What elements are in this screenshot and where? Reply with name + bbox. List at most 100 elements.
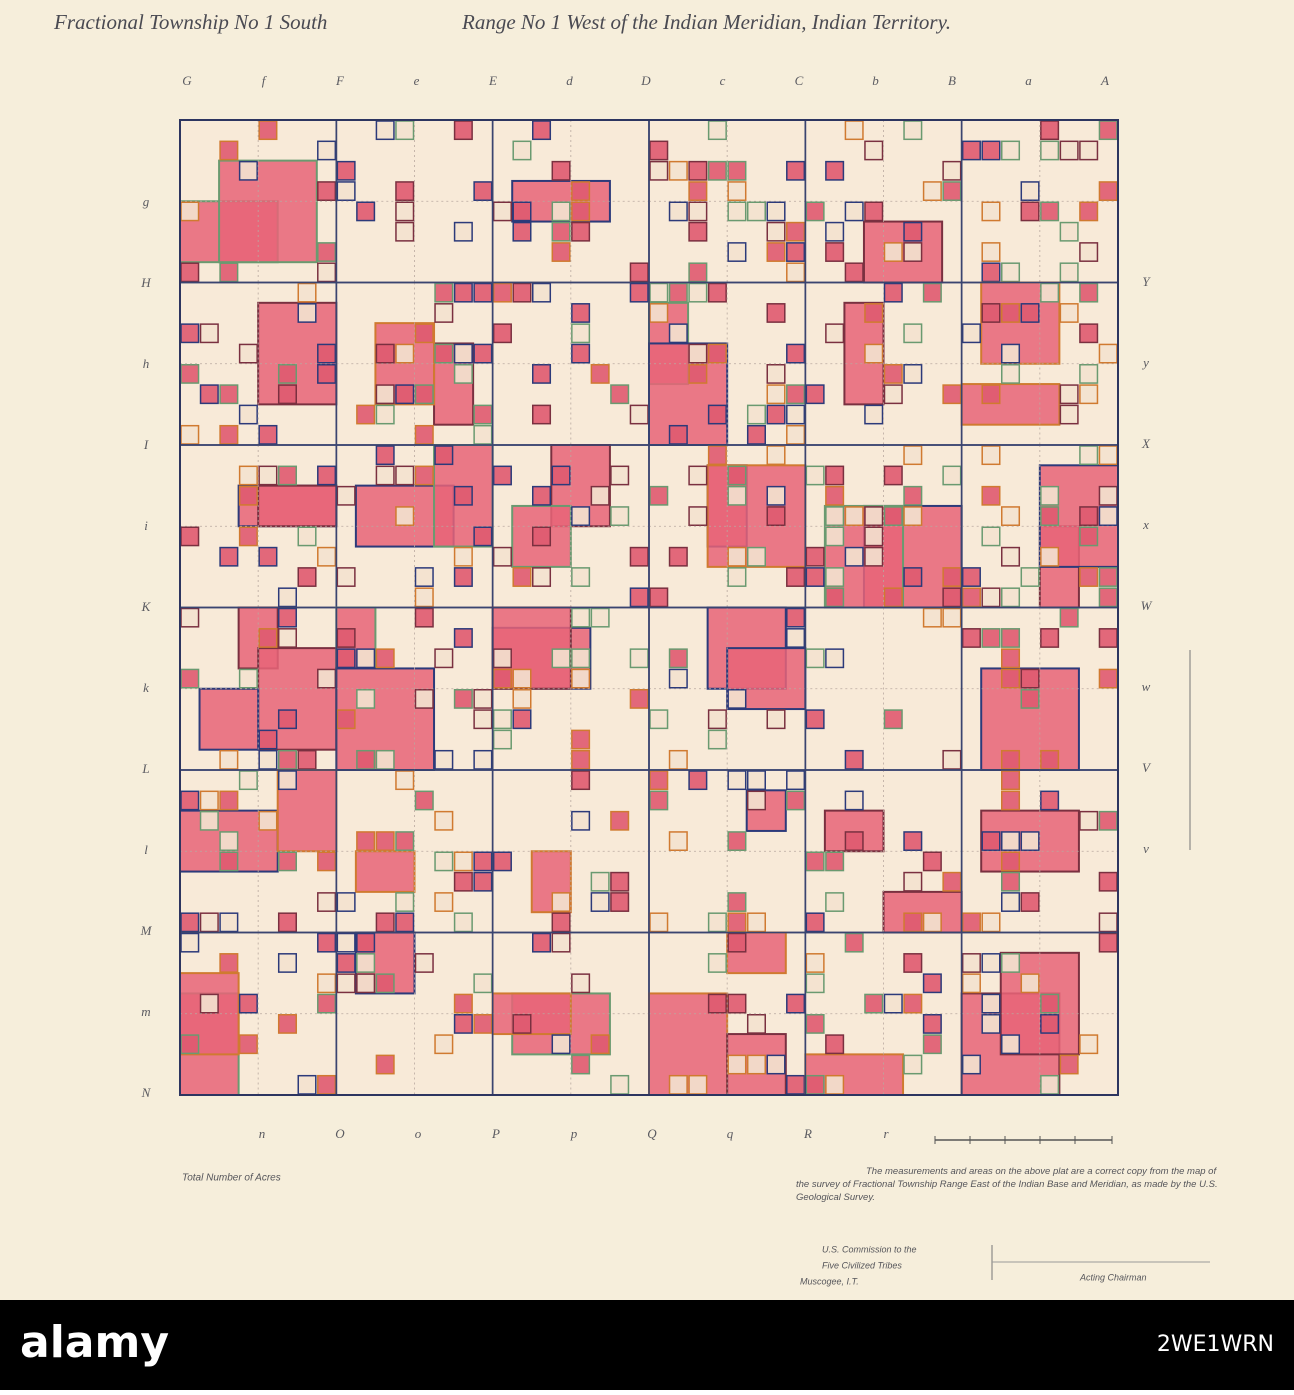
- allotment: [883, 993, 903, 1014]
- allotment: [786, 160, 806, 181]
- allotment: [199, 810, 219, 831]
- allotment: [629, 546, 649, 567]
- allotment: [825, 160, 845, 181]
- allotment: [453, 689, 473, 709]
- allotment: [981, 303, 1001, 323]
- allotment: [825, 648, 845, 669]
- allotment: [1040, 506, 1060, 526]
- allotment: [1040, 120, 1060, 141]
- allotment: [883, 465, 903, 486]
- allotment: [786, 770, 806, 791]
- watermark-bar: [0, 1300, 1294, 1390]
- left-letter: k: [143, 680, 149, 695]
- allotment: [492, 282, 512, 303]
- allotment: [746, 546, 766, 567]
- allotment: [649, 282, 669, 303]
- allotment: [766, 506, 786, 526]
- allotment: [434, 1034, 454, 1055]
- allotment: [688, 221, 708, 242]
- allotment: [942, 465, 962, 486]
- allotment: [395, 384, 415, 405]
- allotment: [825, 506, 845, 526]
- allotment: [453, 364, 473, 384]
- allotment: [903, 993, 923, 1014]
- allotment: [492, 323, 512, 344]
- allotment: [453, 485, 473, 506]
- allotment: [727, 181, 747, 201]
- allotment: [688, 465, 708, 486]
- allotment: [786, 628, 806, 648]
- allotment: [883, 587, 903, 608]
- allotment: [395, 912, 415, 933]
- allotment: [864, 526, 884, 547]
- title-right: Range No 1 West of the Indian Meridian, …: [461, 10, 951, 34]
- bottom-letter: Q: [647, 1126, 657, 1141]
- allotment: [766, 384, 786, 405]
- allotment: [571, 973, 591, 994]
- allotment: [453, 120, 473, 141]
- allotment: [414, 465, 434, 486]
- allotment: [590, 871, 610, 892]
- allotment: [981, 485, 1001, 506]
- allotment: [746, 912, 766, 933]
- allotment: [453, 851, 473, 872]
- allotment: [219, 140, 239, 161]
- allotment: [473, 181, 493, 201]
- allotment: [864, 546, 884, 567]
- allotment: [844, 262, 864, 283]
- allotment: [903, 953, 923, 973]
- allotment: [1098, 506, 1118, 526]
- allotment: [1040, 485, 1060, 506]
- allotment: [434, 851, 454, 872]
- top-letter: F: [335, 73, 345, 88]
- allotment: [1001, 770, 1021, 791]
- allotment: [590, 485, 610, 506]
- allotment: [1079, 282, 1099, 303]
- bottom-letter: P: [491, 1126, 500, 1141]
- allotment: [238, 770, 258, 791]
- allotment: [414, 424, 434, 445]
- allotment: [688, 201, 708, 222]
- allotment: [1098, 668, 1118, 689]
- allotment: [414, 689, 434, 709]
- allotment: [1020, 181, 1040, 201]
- allotment: [551, 1034, 571, 1055]
- allotment: [961, 140, 981, 161]
- allotment: [317, 1074, 337, 1095]
- allotment: [805, 546, 825, 567]
- allotment: [571, 810, 591, 831]
- allotment: [961, 953, 981, 973]
- allotment: [356, 831, 376, 851]
- allotment: [434, 892, 454, 912]
- allotment: [922, 181, 942, 201]
- allotment: [707, 404, 727, 425]
- right-letter: w: [1142, 679, 1151, 694]
- left-letter: m: [141, 1004, 150, 1019]
- allotment: [727, 485, 747, 506]
- allotment: [825, 485, 845, 506]
- allotment: [1079, 1034, 1099, 1055]
- allotment: [199, 790, 219, 811]
- allotment: [961, 587, 981, 608]
- allotment: [317, 668, 337, 689]
- allotment: [219, 912, 239, 933]
- allotment: [571, 567, 591, 587]
- allotment: [746, 201, 766, 222]
- allotment: [199, 384, 219, 405]
- allotment: [492, 465, 512, 486]
- allotment: [903, 912, 923, 933]
- allotment: [590, 364, 610, 384]
- allotment: [1040, 140, 1060, 161]
- allotment: [649, 587, 669, 608]
- allotment: [492, 648, 512, 669]
- allotment: [571, 770, 591, 791]
- allotment: [375, 445, 395, 466]
- allotment: [864, 993, 884, 1014]
- allotment: [668, 546, 688, 567]
- allotment: [1098, 445, 1118, 466]
- allotment: [922, 973, 942, 994]
- allotment: [492, 201, 512, 222]
- parcel: [257, 484, 338, 528]
- allotment: [629, 587, 649, 608]
- allotment: [707, 709, 727, 730]
